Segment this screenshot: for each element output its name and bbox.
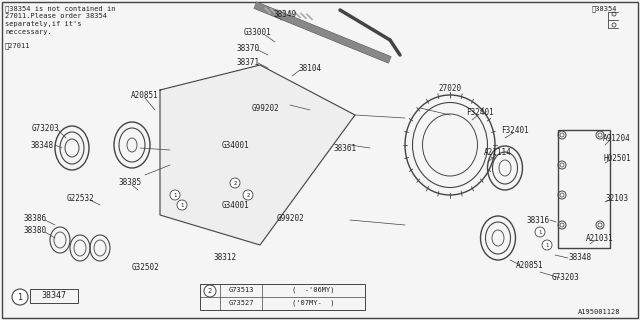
Text: G73203: G73203	[551, 274, 579, 283]
Text: F32401: F32401	[466, 108, 494, 116]
Text: 27020: 27020	[438, 84, 461, 92]
Text: 38316: 38316	[527, 215, 550, 225]
Text: G32502: G32502	[131, 263, 159, 273]
Circle shape	[204, 285, 216, 297]
Polygon shape	[160, 65, 355, 245]
Circle shape	[535, 227, 545, 237]
Text: ※38354 is not contained in: ※38354 is not contained in	[5, 5, 115, 12]
Circle shape	[243, 190, 253, 200]
Text: 38386: 38386	[24, 213, 47, 222]
Text: 38380: 38380	[24, 226, 47, 235]
Text: G34001: G34001	[221, 140, 249, 149]
Text: (  -'06MY): ( -'06MY)	[292, 287, 334, 293]
Text: G73527: G73527	[228, 300, 253, 306]
Text: G73513: G73513	[228, 287, 253, 293]
Text: 1: 1	[538, 229, 541, 235]
Text: separately,if it's: separately,if it's	[5, 21, 81, 27]
Text: 1: 1	[545, 243, 548, 247]
Text: 38385: 38385	[118, 178, 141, 187]
Text: 2: 2	[208, 288, 212, 294]
Text: 2: 2	[246, 193, 250, 197]
Text: 2: 2	[233, 180, 237, 186]
Text: 38361: 38361	[333, 143, 356, 153]
Circle shape	[12, 289, 28, 305]
Text: 1: 1	[180, 203, 184, 207]
Text: 38348: 38348	[30, 140, 53, 149]
Text: 38312: 38312	[213, 253, 237, 262]
Text: 38349: 38349	[273, 10, 296, 19]
Text: ※27011: ※27011	[5, 42, 31, 49]
Bar	[200, 284, 365, 310]
Bar	[30, 289, 78, 303]
Text: F32401: F32401	[501, 125, 529, 134]
Text: 38370: 38370	[236, 44, 260, 52]
Text: 38348: 38348	[568, 253, 591, 262]
Text: A195001128: A195001128	[577, 309, 620, 315]
Text: ('07MY-  ): ('07MY- )	[292, 300, 334, 306]
Text: G99202: G99202	[251, 103, 279, 113]
Text: G99202: G99202	[276, 213, 304, 222]
Text: 38104: 38104	[298, 63, 321, 73]
Text: 27011.Please order 38354: 27011.Please order 38354	[5, 13, 107, 19]
Text: H02501: H02501	[603, 154, 631, 163]
Circle shape	[170, 190, 180, 200]
Text: A21114: A21114	[484, 148, 512, 156]
Text: A91204: A91204	[603, 133, 631, 142]
Text: G33001: G33001	[243, 28, 271, 36]
Text: G73203: G73203	[31, 124, 59, 132]
Text: 32103: 32103	[605, 194, 628, 203]
Text: 38371: 38371	[236, 58, 260, 67]
Bar	[558, 130, 610, 248]
Text: 1: 1	[17, 292, 22, 301]
Text: neccessary.: neccessary.	[5, 29, 52, 35]
Text: ※38354: ※38354	[592, 5, 618, 12]
Circle shape	[230, 178, 240, 188]
Circle shape	[542, 240, 552, 250]
Text: 1: 1	[173, 193, 177, 197]
Text: A20851: A20851	[516, 260, 544, 269]
Text: 38347: 38347	[42, 292, 67, 300]
Text: A21031: A21031	[586, 234, 614, 243]
Text: A20851: A20851	[131, 91, 159, 100]
Circle shape	[177, 200, 187, 210]
Text: G34001: G34001	[221, 201, 249, 210]
Text: G22532: G22532	[66, 194, 94, 203]
